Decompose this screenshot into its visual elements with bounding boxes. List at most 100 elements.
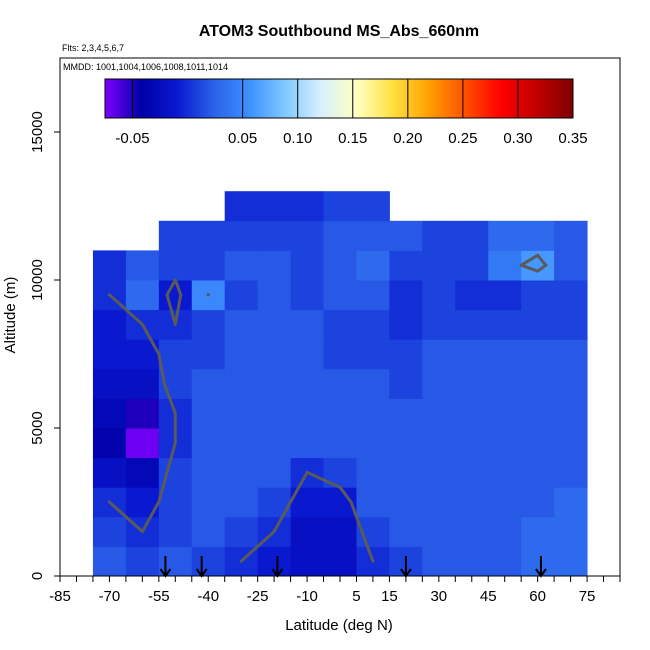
heatmap-cell <box>422 368 456 399</box>
x-tick-label: 45 <box>480 588 497 605</box>
heatmap-cell <box>191 398 226 429</box>
heatmap-cell <box>521 457 555 488</box>
heatmap-cell <box>323 309 357 340</box>
heatmap-cell <box>224 280 259 311</box>
colorbar-tick-label: 0.15 <box>338 130 367 147</box>
heatmap-cell <box>422 516 456 547</box>
y-axis-label: Altitude (m) <box>2 277 19 354</box>
heatmap-cell <box>158 546 193 577</box>
heatmap-cell <box>455 368 489 399</box>
heatmap-cell <box>92 309 127 340</box>
heatmap-cell <box>191 368 226 399</box>
heatmap-cell <box>356 220 390 251</box>
heatmap-cell <box>488 280 522 311</box>
heatmap-cell <box>521 339 555 370</box>
heatmap-cell <box>488 546 522 577</box>
y-tick-label: 10000 <box>29 259 46 301</box>
heatmap-cell <box>554 280 588 311</box>
colorbar-gradient <box>104 78 574 119</box>
heatmap-cell <box>290 546 325 577</box>
colorbar-tick-label: 0.25 <box>448 130 477 147</box>
heatmap-cell <box>125 398 160 429</box>
contour-segment <box>157 470 169 504</box>
dates-note: MMDD: 1001,1004,1006,1008,1011,1014 <box>63 62 228 72</box>
x-axis-label: Latitude (deg N) <box>285 617 393 634</box>
contour-segment <box>305 470 342 489</box>
heatmap-cell <box>422 250 456 281</box>
heatmap-cell <box>257 191 292 222</box>
x-axis: -85 -70 -55 -40 -25 -10 5 15 30 45 60 75 <box>49 576 621 605</box>
heatmap-cell <box>224 487 259 518</box>
heatmap-cell <box>389 428 423 459</box>
heatmap-cell <box>488 398 522 429</box>
contour-segment <box>360 530 375 563</box>
heatmap-cell <box>92 339 127 370</box>
heatmap-cell <box>455 339 489 370</box>
heatmap-cell <box>191 457 226 488</box>
heatmap-cell <box>158 280 193 311</box>
heatmap-cell <box>224 191 259 222</box>
heatmap-cell <box>488 220 522 251</box>
heatmap-cell <box>422 487 456 518</box>
heatmap-cell <box>224 457 259 488</box>
contour-segment <box>349 500 364 534</box>
colorbar-tick-label: -0.05 <box>115 130 149 147</box>
heatmap-cell <box>554 398 588 429</box>
y-tick-label: 5000 <box>29 411 46 444</box>
heatmap-cell <box>356 309 390 340</box>
contour-segment <box>165 441 177 474</box>
heatmap-cell <box>191 250 226 281</box>
heatmap-cell <box>455 516 489 547</box>
x-tick-label: -10 <box>296 588 318 605</box>
contour-segment <box>338 485 353 504</box>
heatmap-cell <box>224 516 259 547</box>
heatmap-cell <box>389 339 423 370</box>
heatmap-cell <box>290 398 325 429</box>
heatmap-cell <box>290 428 325 459</box>
heatmap-cell <box>488 487 522 518</box>
heatmap-cell <box>125 280 160 311</box>
heatmap-cell <box>488 516 522 547</box>
heatmap-cell <box>323 516 357 547</box>
heatmap-cell <box>257 457 292 488</box>
heatmap-cell <box>290 220 325 251</box>
heatmap-cell <box>554 368 588 399</box>
heatmap-cell <box>290 280 325 311</box>
heatmap-cell <box>389 398 423 429</box>
contour-segment <box>165 278 177 297</box>
heatmap-cell <box>257 339 292 370</box>
heatmap-cell <box>323 250 357 281</box>
heatmap-cell <box>455 457 489 488</box>
heatmap-cell <box>422 457 456 488</box>
heatmap-cell <box>290 309 325 340</box>
heatmap-cell <box>224 368 259 399</box>
heatmap-cell <box>257 398 292 429</box>
chart-title: ATOM3 Southbound MS_Abs_660nm <box>199 23 479 40</box>
heatmap-cell <box>257 220 292 251</box>
y-axis: 0 5000 10000 15000 <box>29 111 60 580</box>
heatmap-cell <box>92 368 127 399</box>
heatmap-cell <box>488 457 522 488</box>
heatmap-cell <box>158 339 193 370</box>
contour-segment <box>173 278 183 297</box>
heatmap-cell <box>323 191 357 222</box>
heatmap-cell <box>257 368 292 399</box>
heatmap-cell <box>554 516 588 547</box>
contour-segment <box>536 263 548 273</box>
heatmap-cell <box>389 309 423 340</box>
heatmap-cell <box>356 191 390 222</box>
heatmap-cell <box>455 280 489 311</box>
heatmap-cell <box>92 546 127 577</box>
contour-segment <box>157 352 166 386</box>
heatmap-cell <box>455 546 489 577</box>
heatmap-cell <box>92 457 127 488</box>
heatmap-cell <box>389 516 423 547</box>
colorbar-tick-label: 0.20 <box>393 130 422 147</box>
heatmap-cell <box>125 428 160 459</box>
heatmap-cell <box>290 250 325 281</box>
heatmap-cell <box>224 220 259 251</box>
heatmap-cell <box>455 309 489 340</box>
heatmap-cell <box>422 398 456 429</box>
heatmap-cell <box>521 487 555 518</box>
